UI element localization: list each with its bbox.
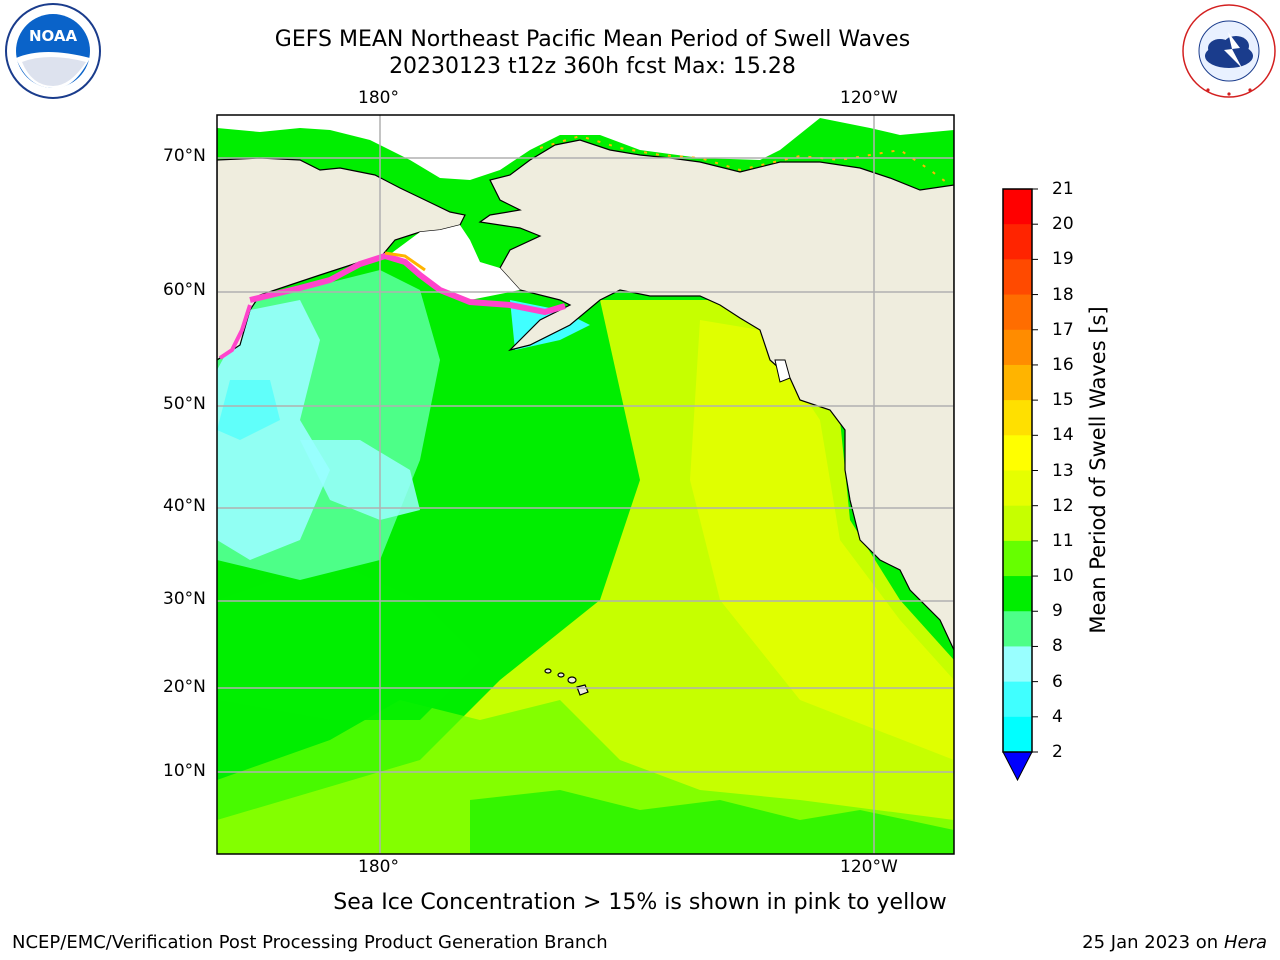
colorbar-extend-arrow [1002, 751, 1033, 782]
colorbar-band [1003, 189, 1032, 225]
colorbar-band [1003, 400, 1032, 436]
colorbar-band [1003, 329, 1032, 366]
graticule [217, 115, 954, 854]
colorbar-band [1003, 364, 1032, 401]
noaa-logo: NOAA [4, 2, 102, 100]
colorbar-tick-label: 2 [1052, 742, 1063, 762]
colorbar-tick-label: 10 [1052, 566, 1074, 587]
colorbar-tick-label: 18 [1052, 284, 1074, 305]
lat-label-60n: 60°N [163, 280, 206, 300]
colorbar-tick-label: 20 [1052, 214, 1074, 235]
colorbar-band [1003, 294, 1032, 331]
colorbar-band [1003, 681, 1032, 718]
nws-logo [1180, 2, 1278, 100]
colorbar-tick-label: 8 [1052, 636, 1063, 657]
colorbar-tick-label: 6 [1052, 671, 1063, 692]
lat-label-10n: 10°N [163, 761, 206, 781]
noaa-logo-text: NOAA [29, 27, 78, 45]
colorbar-tick-label: 21 [1052, 179, 1074, 199]
lon-label-bottom-120w: 120°W [840, 857, 898, 877]
lat-label-70n: 70°N [163, 146, 206, 166]
sea-ice-edge [249, 252, 566, 316]
colorbar-tick-label: 15 [1052, 390, 1074, 411]
sea-ice-caption: Sea Ice Concentration > 15% is shown in … [333, 890, 947, 915]
footer-date: 25 Jan 2023 on Hera [1082, 932, 1267, 953]
colorbar-band [1003, 259, 1032, 296]
colorbar-band [1003, 224, 1032, 260]
colorbar-tick-label: 11 [1052, 530, 1074, 551]
lat-label-50n: 50°N [163, 394, 206, 414]
colorbar-band [1003, 646, 1032, 683]
colorbar-tick-label: 13 [1052, 460, 1074, 481]
lat-label-30n: 30°N [163, 589, 206, 609]
colorbar-band [1003, 505, 1032, 542]
colorbar-tick-label: 17 [1052, 319, 1074, 340]
colorbar-band [1003, 576, 1032, 612]
chart-title: GEFS MEAN Northeast Pacific Mean Period … [274, 27, 911, 52]
colorbar-tick-label: 14 [1052, 425, 1074, 446]
lat-label-20n: 20°N [163, 677, 206, 697]
land-north-america [478, 115, 954, 651]
longest-period-region [690, 320, 954, 760]
colorbar-label: Mean Period of Swell Waves [s] [1086, 306, 1110, 634]
colorbar-tick-label: 4 [1052, 706, 1063, 727]
footer-host: Hera [1223, 932, 1267, 953]
colorbar-tick-label: 9 [1052, 601, 1063, 622]
colorbar-band [1003, 470, 1032, 507]
map-frame [216, 114, 955, 855]
footer-date-text: 25 Jan 2023 on [1082, 932, 1224, 953]
lat-label-40n: 40°N [163, 496, 206, 516]
colorbar-tick-label: 19 [1052, 249, 1074, 270]
colorbar-band [1003, 716, 1032, 753]
colorbar-tick-label: 16 [1052, 354, 1074, 375]
colorbar-band [1003, 611, 1032, 647]
footer-credit: NCEP/EMC/Verification Post Processing Pr… [12, 932, 608, 953]
lon-label-top-180: 180° [358, 88, 399, 108]
lon-label-top-120w: 120°W [840, 88, 898, 108]
lon-label-bottom-180: 180° [358, 857, 399, 877]
colorbar-band [1003, 540, 1032, 577]
chart-subtitle: 20230123 t12z 360h fcst Max: 15.28 [389, 54, 796, 79]
colorbar-band [1003, 435, 1032, 471]
colorbar-tick-label: 12 [1052, 495, 1074, 516]
